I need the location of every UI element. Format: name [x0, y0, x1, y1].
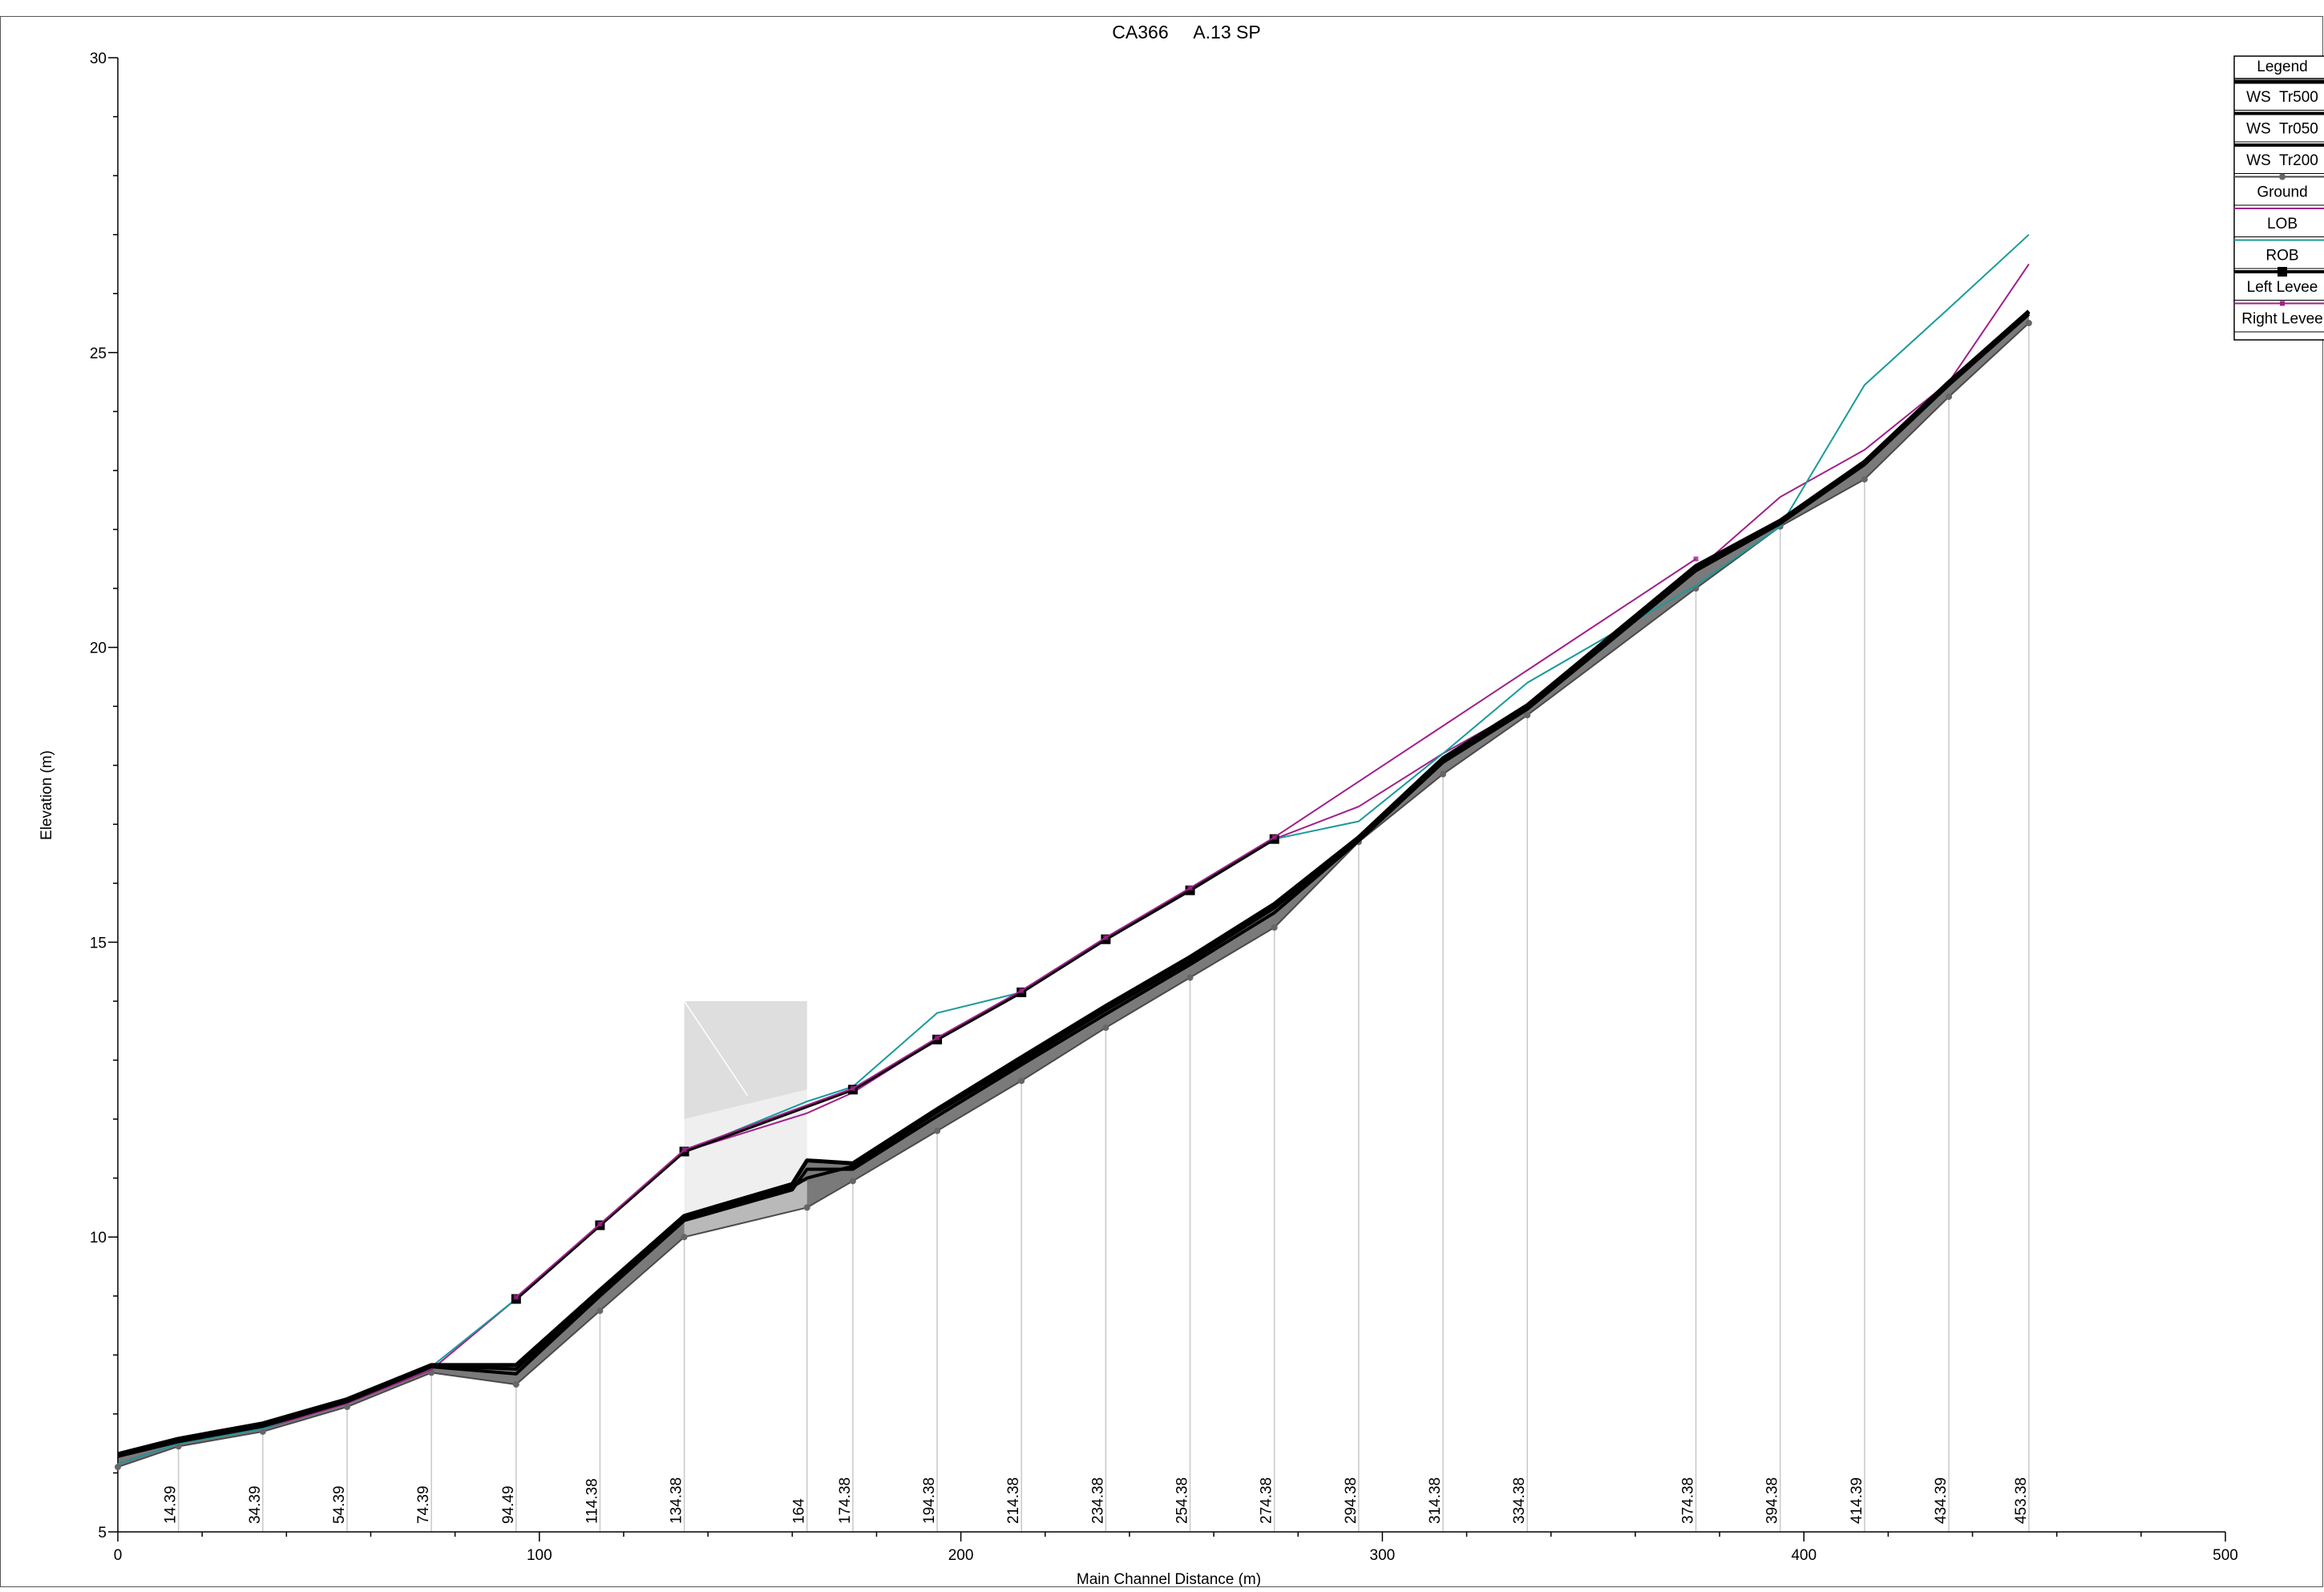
legend: Legend WS Tr500 WS Tr050 WS Tr200 Ground LOB R…: [2234, 56, 2324, 340]
plot-area: 0 100 200 300 400 500 5 10 15 20 25 30 14.39 34.39 54.…: [1, 17, 2323, 1587]
plot-window-border: [1, 17, 2323, 1587]
right-levee-point: [851, 1086, 855, 1091]
station-label: 14.39: [163, 1485, 180, 1524]
chart-title: CA366 A.13 SP: [1112, 22, 1260, 42]
station-label: 414.39: [1849, 1477, 1865, 1524]
station-label: 174.38: [837, 1477, 854, 1524]
legend-label-ws-tr050: WS Tr050: [2246, 121, 2318, 138]
station-label: 94.49: [500, 1485, 517, 1524]
station-label: 164: [791, 1498, 808, 1524]
ground-point: [1440, 771, 1446, 778]
station-label: 314.38: [1427, 1477, 1444, 1524]
right-levee-point: [1272, 834, 1277, 839]
ground-point: [1861, 476, 1868, 483]
right-levee-point: [935, 1036, 940, 1040]
legend-marker-left-levee: [2278, 267, 2287, 277]
right-levee-point: [514, 1295, 519, 1299]
y-tick-label: 20: [90, 640, 107, 657]
x-tick-label: 0: [114, 1547, 123, 1564]
y-tick-label: 5: [98, 1525, 107, 1541]
station-label: 434.39: [1933, 1477, 1950, 1524]
station-label: 374.38: [1679, 1477, 1696, 1524]
series-line-ground: [118, 323, 2029, 1467]
ground-point: [1271, 924, 1278, 931]
legend-marker-right-levee: [2280, 301, 2285, 306]
series-line-ws-tr500: [118, 311, 2029, 1454]
legend-label-rob: ROB: [2265, 248, 2298, 265]
x-axis-label: Main Channel Distance (m): [1077, 1571, 1261, 1588]
ground-point: [115, 1464, 121, 1470]
station-label: 114.38: [584, 1478, 600, 1524]
x-tick-label: 300: [1370, 1547, 1396, 1564]
ground-point: [1946, 394, 1952, 400]
y-tick-label: 15: [90, 935, 107, 952]
water-fill: [118, 311, 2029, 1467]
ground-point: [681, 1234, 688, 1240]
ground-point: [513, 1381, 519, 1388]
station-label: 294.38: [1343, 1477, 1360, 1524]
station-label: 274.38: [1259, 1477, 1275, 1524]
station-label: 394.38: [1764, 1477, 1781, 1524]
ground-point: [1524, 712, 1530, 718]
legend-label-lob: LOB: [2267, 216, 2298, 232]
station-label: 334.38: [1511, 1477, 1528, 1524]
series-line-lob: [118, 264, 2029, 1464]
legend-marker-ground: [2279, 174, 2286, 180]
station-label: 453.38: [2013, 1477, 2030, 1524]
ground-point: [1187, 975, 1194, 981]
right-levee-point: [682, 1147, 687, 1152]
x-tick-label: 100: [527, 1547, 552, 1564]
legend-label-left-levee: Left Levee: [2247, 279, 2318, 296]
ground-point: [1102, 1024, 1109, 1031]
series-line-rob: [118, 235, 2029, 1465]
station-label: 234.38: [1089, 1477, 1106, 1524]
ground-point: [934, 1128, 940, 1134]
legend-label-right-levee: Right Levee: [2241, 311, 2322, 328]
legend-label-ground: Ground: [2257, 184, 2307, 201]
y-tick-label: 30: [90, 51, 107, 67]
station-label: 34.39: [247, 1485, 264, 1524]
y-axis-label: Elevation (m): [38, 750, 55, 840]
station-label: 214.38: [1005, 1477, 1022, 1524]
series-line-ws-tr200: [118, 313, 2029, 1456]
x-tick-label: 200: [948, 1547, 974, 1564]
ground-point: [1018, 1077, 1025, 1084]
station-label: 194.38: [921, 1477, 938, 1524]
legend-label-ws-tr200: WS Tr200: [2246, 152, 2318, 169]
station-label: 74.39: [415, 1485, 432, 1524]
station-label: 134.38: [669, 1477, 685, 1524]
ground-point: [850, 1178, 856, 1184]
station-label: 254.38: [1174, 1477, 1191, 1524]
legend-label-ws-tr500: WS Tr500: [2246, 89, 2318, 106]
legend-title: Legend: [2257, 59, 2307, 75]
ground-point: [804, 1204, 810, 1210]
ground-point: [2026, 320, 2032, 326]
right-levee-point: [1693, 556, 1698, 561]
ground-point: [596, 1307, 603, 1314]
y-tick-label: 25: [90, 345, 107, 362]
series-line-left-levee: [516, 839, 1275, 1299]
x-tick-label: 500: [2213, 1547, 2238, 1564]
right-levee-point: [1019, 988, 1024, 993]
right-levee-point: [1188, 886, 1193, 891]
series-line-ws-tr050: [118, 314, 2029, 1457]
x-tick-label: 400: [1791, 1547, 1817, 1564]
right-levee-point: [597, 1222, 602, 1226]
y-tick-label: 10: [90, 1230, 107, 1247]
right-levee-point: [1103, 935, 1108, 940]
station-label: 54.39: [331, 1485, 348, 1524]
